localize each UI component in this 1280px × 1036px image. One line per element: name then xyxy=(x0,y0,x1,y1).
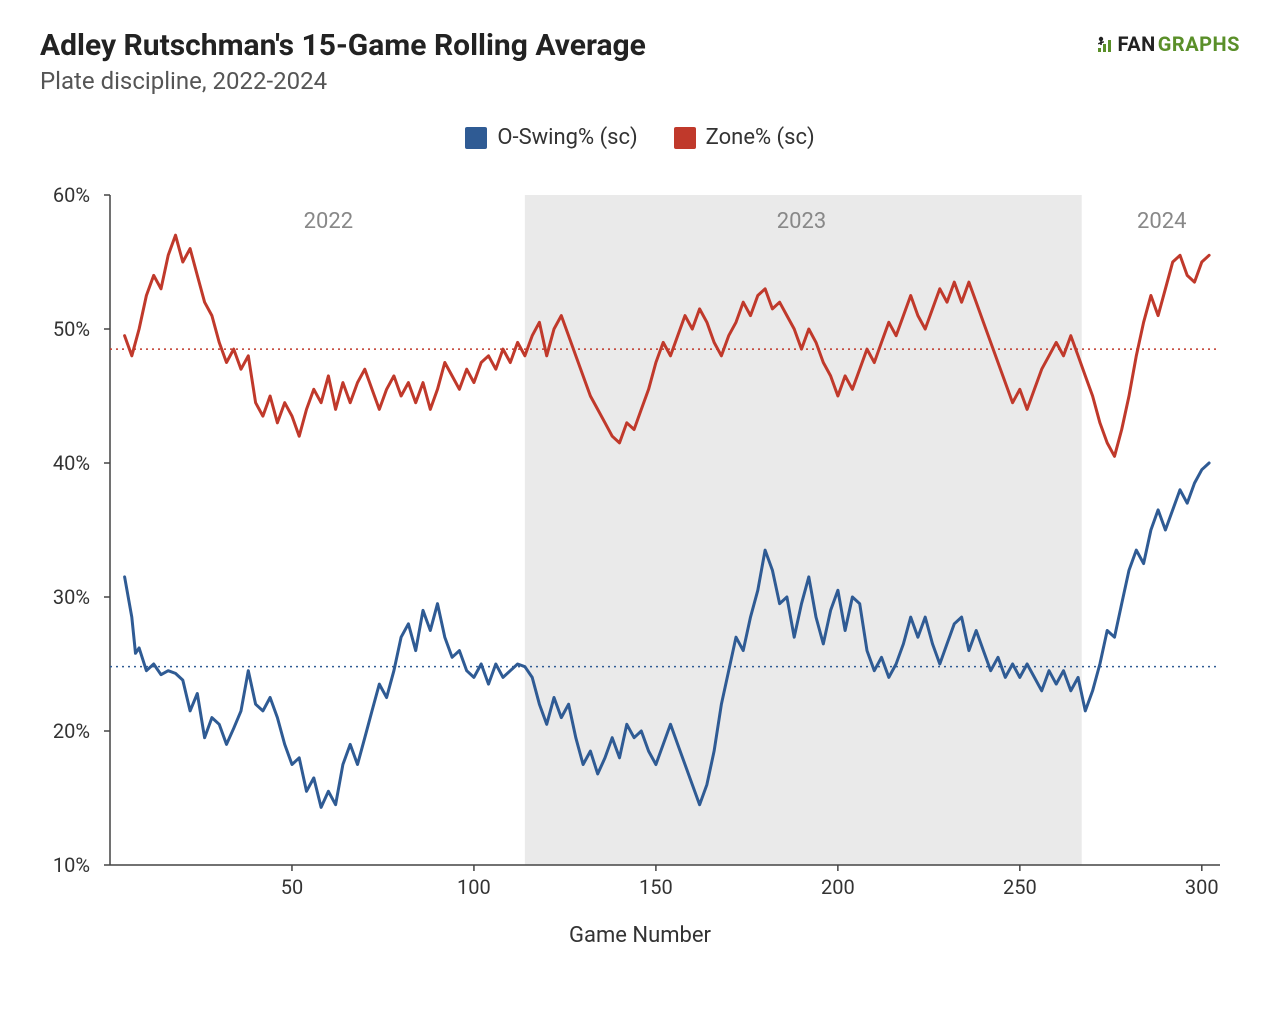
x-tick-label: 300 xyxy=(1185,875,1219,899)
y-tick-label: 20% xyxy=(40,719,90,743)
x-axis-label: Game Number xyxy=(40,923,1240,948)
y-tick-label: 50% xyxy=(40,317,90,341)
chart-title: Adley Rutschman's 15-Game Rolling Averag… xyxy=(40,28,646,63)
x-tick-label: 150 xyxy=(639,875,673,899)
chart-svg xyxy=(40,185,1240,905)
legend-swatch xyxy=(465,127,487,149)
chart-subtitle: Plate discipline, 2022-2024 xyxy=(40,67,646,95)
season-label: 2024 xyxy=(1137,209,1186,234)
plot-area: 10% 20% 30% 40% 50% 60% 50 100 150 200 250 300 2022 2… xyxy=(40,185,1240,905)
legend-label: O-Swing% (sc) xyxy=(497,125,637,150)
legend-item: O-Swing% (sc) xyxy=(465,125,637,150)
legend-label: Zone% (sc) xyxy=(706,125,815,150)
x-tick-label: 50 xyxy=(281,875,303,899)
x-tick-label: 100 xyxy=(457,875,491,899)
season-label: 2023 xyxy=(777,209,826,234)
legend: O-Swing% (sc) Zone% (sc) xyxy=(40,125,1240,155)
season-shade xyxy=(525,195,1082,865)
fangraphs-icon xyxy=(1096,34,1116,54)
legend-swatch xyxy=(674,127,696,149)
brand-fan: FAN xyxy=(1118,32,1156,56)
brand-graphs: GRAPHS xyxy=(1158,32,1240,56)
x-tick-label: 250 xyxy=(1003,875,1037,899)
y-tick-label: 60% xyxy=(40,183,90,207)
season-label: 2022 xyxy=(304,209,353,234)
y-tick-label: 30% xyxy=(40,585,90,609)
y-tick-label: 40% xyxy=(40,451,90,475)
legend-item: Zone% (sc) xyxy=(674,125,815,150)
y-tick-label: 10% xyxy=(40,853,90,877)
brand-logo: FAN GRAPHS xyxy=(1096,32,1240,56)
x-tick-label: 200 xyxy=(821,875,855,899)
